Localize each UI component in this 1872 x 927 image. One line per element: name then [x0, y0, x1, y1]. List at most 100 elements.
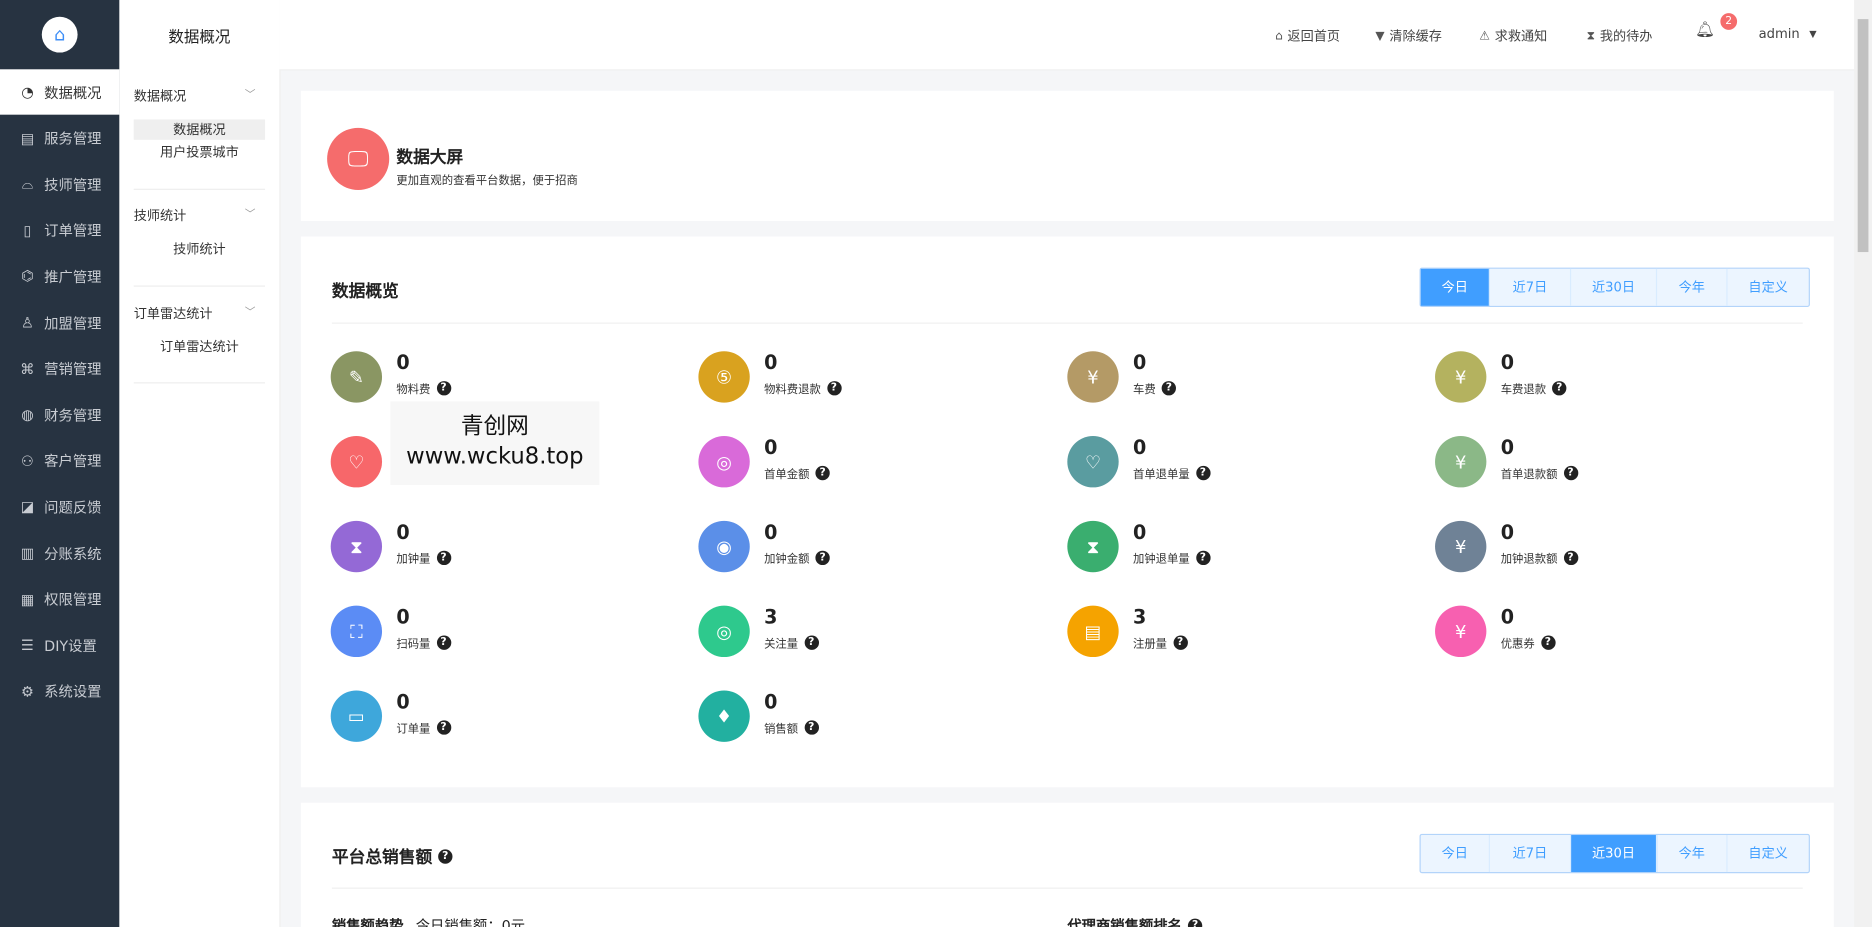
subnav-group[interactable]: 技师统计 ﹀: [134, 205, 265, 224]
stat-value: 3: [1132, 605, 1147, 629]
help-icon[interactable]: ?: [804, 635, 819, 650]
sidebar-icon: ◍: [21, 406, 34, 424]
header-link[interactable]: ⚠ 求救通知: [1479, 26, 1547, 45]
help-icon[interactable]: ?: [436, 550, 451, 566]
range-tab[interactable]: 自定义: [1748, 279, 1788, 296]
sidebar-icon: ▥: [20, 544, 35, 562]
sidebar-icon: ☰: [21, 636, 34, 654]
subnav-item[interactable]: 订单雷达统计: [159, 339, 239, 355]
sidebar-icon: ◔: [21, 83, 34, 101]
hourglass-icon: ⧗: [1586, 29, 1596, 43]
stat-label-text: 优惠券: [1500, 637, 1535, 652]
help-icon[interactable]: ?: [436, 381, 451, 396]
trend-title: 销售额趋势 今日销售额：0元: [332, 915, 525, 927]
stat-value: 0: [396, 520, 410, 544]
sidebar-item[interactable]: ◍ 财务管理: [0, 392, 119, 437]
sidebar-icon: ⚇: [21, 452, 34, 470]
sidebar-item[interactable]: ▦ 权限管理: [0, 577, 119, 622]
range-tab[interactable]: 今日: [1421, 835, 1490, 873]
sidebar-item[interactable]: ◔ 数据概况: [0, 69, 120, 115]
sales-range-tabs: 今日 近7日 近30日 今年 自定义: [1419, 833, 1810, 874]
help-icon[interactable]: ?: [1195, 550, 1211, 566]
stat-label: 加钟量?: [396, 550, 451, 567]
bell-icon[interactable]: 🔔︎: [1695, 21, 1716, 40]
help-icon[interactable]: ?: [436, 720, 451, 735]
stat-icon: ¥: [1435, 605, 1487, 658]
stat-label-text: 关注量: [764, 637, 799, 652]
range-tab[interactable]: 近30日: [1571, 268, 1658, 306]
sidebar-item[interactable]: ⌓ 技师管理: [0, 161, 119, 206]
sidebar-item[interactable]: ▤ 服务管理: [0, 115, 119, 160]
subnav-item[interactable]: 数据概况: [133, 119, 266, 140]
home-icon: ⌂: [1275, 29, 1283, 43]
help-icon[interactable]: ?: [436, 635, 451, 650]
range-tab[interactable]: 今日: [1420, 268, 1490, 306]
sidebar-item[interactable]: ⚇ 客户管理: [0, 438, 119, 483]
help-icon[interactable]: ?: [1563, 465, 1578, 481]
sidebar-item[interactable]: ◪ 问题反馈: [0, 484, 119, 529]
sidebar-item[interactable]: ▯ 订单管理: [0, 208, 119, 253]
stat-icon: ♡: [1067, 436, 1119, 488]
header-link[interactable]: ⌂ 返回首页: [1275, 26, 1340, 45]
range-tab[interactable]: 今年: [1657, 835, 1728, 873]
home-logo-icon[interactable]: ⌂: [41, 16, 78, 53]
big-screen-card[interactable]: 🖵︎ 数据大屏 更加直观的查看平台数据，便于招商: [300, 90, 1834, 222]
header-link[interactable]: ⧗ 我的待办: [1587, 26, 1653, 45]
stat-value: 0: [764, 520, 778, 544]
stat-value: 0: [396, 605, 410, 629]
divider: [331, 887, 1803, 889]
subnav-group[interactable]: 数据概况 ﹀: [134, 86, 265, 105]
stat-label: 首单退单量?: [1133, 465, 1211, 481]
help-icon[interactable]: ?: [438, 849, 453, 864]
sidebar-item[interactable]: ⌘ 营销管理: [0, 346, 119, 391]
overview-range-tabs: 今日 近7日 近30日 今年 自定义: [1419, 267, 1810, 308]
range-tab[interactable]: 近30日: [1571, 835, 1658, 873]
ranking-title: 代理商销售额排名?: [1067, 915, 1203, 927]
range-tab[interactable]: 近7日: [1490, 835, 1572, 873]
subnav-item[interactable]: 用户投票城市: [159, 144, 239, 161]
sidebar-icon: ⌘: [20, 360, 35, 378]
sidebar-item-label: 问题反馈: [44, 499, 102, 516]
help-icon[interactable]: ?: [815, 550, 830, 566]
range-tab[interactable]: 今年: [1657, 268, 1728, 306]
subnav-group[interactable]: 订单雷达统计 ﹀: [134, 303, 265, 322]
help-icon[interactable]: ?: [1552, 381, 1567, 396]
sidebar-item[interactable]: ☰ DIY设置: [0, 623, 119, 668]
help-icon[interactable]: ?: [1161, 381, 1176, 396]
subnav-item[interactable]: 技师统计: [173, 241, 226, 257]
sidebar-item-label: DIY设置: [44, 637, 97, 655]
stat-label-text: 销售额: [764, 722, 799, 736]
stat-value: 0: [1132, 436, 1147, 459]
stat-item: ♡ 0 首单退单量?: [1067, 436, 1306, 489]
notification-badge: 2: [1720, 13, 1738, 30]
help-icon[interactable]: ?: [1173, 635, 1188, 650]
help-icon[interactable]: ?: [815, 465, 830, 481]
range-tab[interactable]: 近7日: [1490, 268, 1572, 306]
stat-value: 0: [1500, 436, 1515, 459]
top-header: ⌂ 返回首页 ▼ 清除缓存 ⚠ 求救通知 ⧗ 我的待办 🔔︎ admin ▼: [279, 0, 1855, 71]
help-icon[interactable]: ?: [1195, 465, 1211, 481]
header-link[interactable]: ▼ 清除缓存: [1375, 26, 1442, 45]
chevron-down-icon: ﹀: [244, 89, 256, 102]
monitor-chart-icon: 🖵︎: [327, 127, 390, 190]
sidebar-item[interactable]: ⌬ 推广管理: [0, 254, 119, 299]
subnav-group-label: 订单雷达统计: [133, 305, 213, 322]
divider: [133, 188, 266, 190]
stat-item: ♦ 0 销售额?: [698, 690, 937, 743]
help-icon[interactable]: ?: [1563, 550, 1578, 566]
sidebar-item[interactable]: ⚙ 系统设置: [0, 669, 119, 714]
stat-value: 0: [1500, 351, 1515, 374]
help-icon[interactable]: ?: [1187, 918, 1203, 927]
help-icon[interactable]: ?: [804, 720, 819, 735]
user-menu[interactable]: admin ▼: [1759, 26, 1817, 42]
range-tab[interactable]: 自定义: [1748, 845, 1788, 862]
stat-label-text: 首单金额: [764, 468, 810, 482]
sidebar-item[interactable]: ▥ 分账系统: [0, 530, 119, 575]
stat-value: 0: [764, 690, 778, 714]
help-icon[interactable]: ?: [1540, 635, 1556, 650]
scrollbar-thumb[interactable]: [1857, 19, 1869, 253]
stat-label-text: 加钟量: [396, 553, 431, 567]
help-icon[interactable]: ?: [826, 381, 842, 396]
stat-label-text: 车费退款: [1500, 383, 1547, 397]
sidebar-item[interactable]: ♙ 加盟管理: [0, 300, 119, 345]
